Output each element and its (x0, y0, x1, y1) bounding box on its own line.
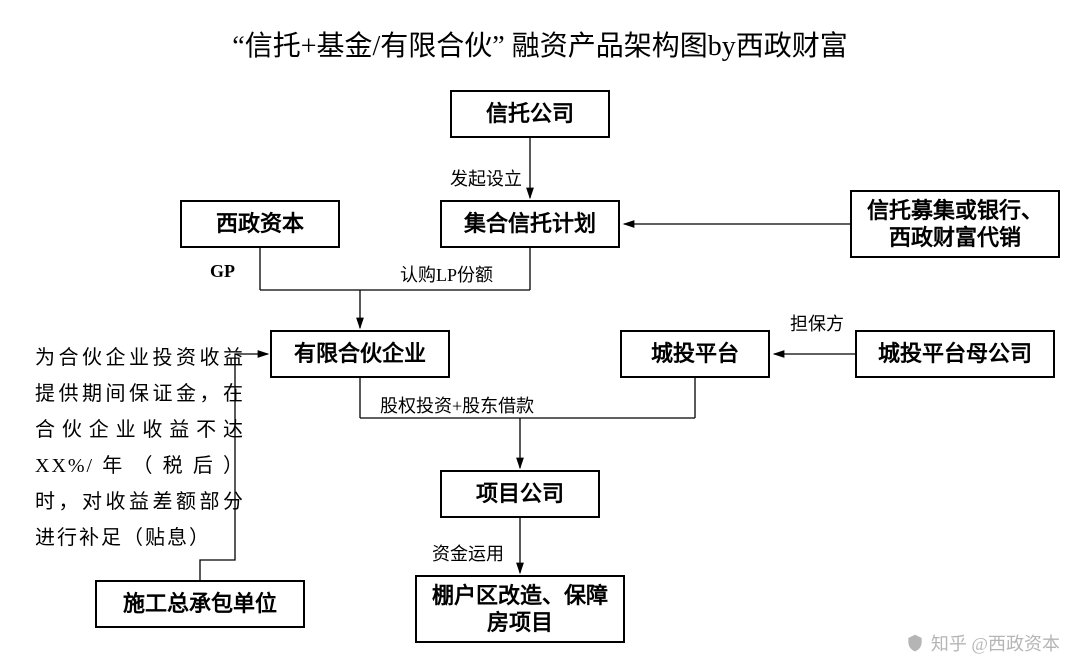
node-collective-trust-plan: 集合信托计划 (440, 200, 620, 248)
label-initiate: 发起设立 (450, 165, 522, 191)
node-chengtou-parent: 城投平台母公司 (855, 330, 1055, 378)
node-limited-partnership: 有限合伙企业 (270, 330, 450, 378)
node-chengtou-platform: 城投平台 (620, 330, 770, 378)
side-note: 为合伙企业投资收益提供期间保证金，在合伙企业收益不达XX%/年（税后）时，对收益… (35, 340, 245, 556)
label-subscribe-lp: 认购LP份额 (400, 261, 493, 287)
zhihu-icon (905, 633, 925, 653)
node-project-company: 项目公司 (440, 470, 600, 518)
label-guarantor: 担保方 (790, 310, 844, 336)
label-equity-loan: 股权投资+股东借款 (380, 392, 534, 418)
diagram-title: “信托+基金/有限合伙” 融资产品架构图by西政财富 (0, 24, 1080, 64)
label-gp: GP (210, 261, 235, 282)
node-shantytown-project: 棚户区改造、保障房项目 (415, 575, 625, 643)
watermark: 知乎 @西政资本 (905, 630, 1060, 656)
node-xizheng-capital: 西政资本 (180, 200, 340, 248)
watermark-text: 知乎 @西政资本 (931, 630, 1060, 656)
node-trust-company: 信托公司 (450, 90, 610, 138)
label-fund-use: 资金运用 (432, 540, 504, 566)
node-construction-contractor: 施工总承包单位 (95, 580, 305, 628)
node-trust-raise-bank: 信托募集或银行、西政财富代销 (850, 190, 1060, 258)
